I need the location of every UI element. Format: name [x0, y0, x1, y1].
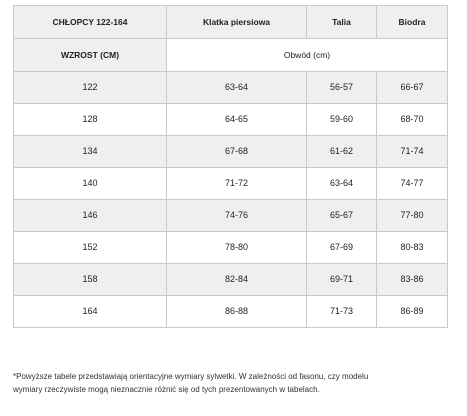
- header-row: CHŁOPCY 122-164 Klatka piersiowa Talia B…: [13, 5, 448, 39]
- waist-cell: 61-62: [306, 135, 377, 168]
- waist-cell: 65-67: [306, 199, 377, 232]
- header-waist: Talia: [306, 5, 377, 39]
- waist-cell: 63-64: [306, 167, 377, 200]
- footnote-line-2: wymiary rzeczywiste mogą nieznacznie róż…: [13, 385, 320, 394]
- hips-cell: 68-70: [376, 103, 448, 136]
- chest-cell: 78-80: [166, 231, 307, 264]
- height-cell: 140: [13, 167, 167, 200]
- hips-cell: 80-83: [376, 231, 448, 264]
- table-row: 164 86-88 71-73 86-89: [13, 295, 448, 328]
- table-row: 152 78-80 67-69 80-83: [13, 231, 448, 264]
- hips-cell: 71-74: [376, 135, 448, 168]
- footnote-line-1: *Powyższe tabele przedstawiają orientacy…: [13, 372, 369, 381]
- circumference-label: Obwód (cm): [166, 38, 448, 72]
- chest-cell: 64-65: [166, 103, 307, 136]
- height-cell: 134: [13, 135, 167, 168]
- chest-cell: 82-84: [166, 263, 307, 296]
- waist-cell: 69-71: [306, 263, 377, 296]
- height-cell: 122: [13, 71, 167, 104]
- waist-cell: 56-57: [306, 71, 377, 104]
- hips-cell: 66-67: [376, 71, 448, 104]
- footnote: *Powyższe tabele przedstawiają orientacy…: [13, 370, 453, 396]
- hips-cell: 77-80: [376, 199, 448, 232]
- chest-cell: 71-72: [166, 167, 307, 200]
- chest-cell: 86-88: [166, 295, 307, 328]
- table-row: 134 67-68 61-62 71-74: [13, 135, 448, 168]
- table-row: 140 71-72 63-64 74-77: [13, 167, 448, 200]
- height-cell: 146: [13, 199, 167, 232]
- header-hips: Biodra: [376, 5, 448, 39]
- waist-cell: 59-60: [306, 103, 377, 136]
- table-row: 146 74-76 65-67 77-80: [13, 199, 448, 232]
- chest-cell: 63-64: [166, 71, 307, 104]
- height-cell: 164: [13, 295, 167, 328]
- subheader-row: WZROST (CM) Obwód (cm): [13, 38, 448, 72]
- hips-cell: 83-86: [376, 263, 448, 296]
- height-label: WZROST (CM): [13, 38, 167, 72]
- table-row: 128 64-65 59-60 68-70: [13, 103, 448, 136]
- header-chest: Klatka piersiowa: [166, 5, 307, 39]
- header-category: CHŁOPCY 122-164: [13, 5, 167, 39]
- hips-cell: 86-89: [376, 295, 448, 328]
- height-cell: 152: [13, 231, 167, 264]
- size-chart-table: CHŁOPCY 122-164 Klatka piersiowa Talia B…: [13, 5, 448, 328]
- height-cell: 158: [13, 263, 167, 296]
- hips-cell: 74-77: [376, 167, 448, 200]
- table-row: 158 82-84 69-71 83-86: [13, 263, 448, 296]
- waist-cell: 71-73: [306, 295, 377, 328]
- waist-cell: 67-69: [306, 231, 377, 264]
- chest-cell: 67-68: [166, 135, 307, 168]
- chest-cell: 74-76: [166, 199, 307, 232]
- table-row: 122 63-64 56-57 66-67: [13, 71, 448, 104]
- height-cell: 128: [13, 103, 167, 136]
